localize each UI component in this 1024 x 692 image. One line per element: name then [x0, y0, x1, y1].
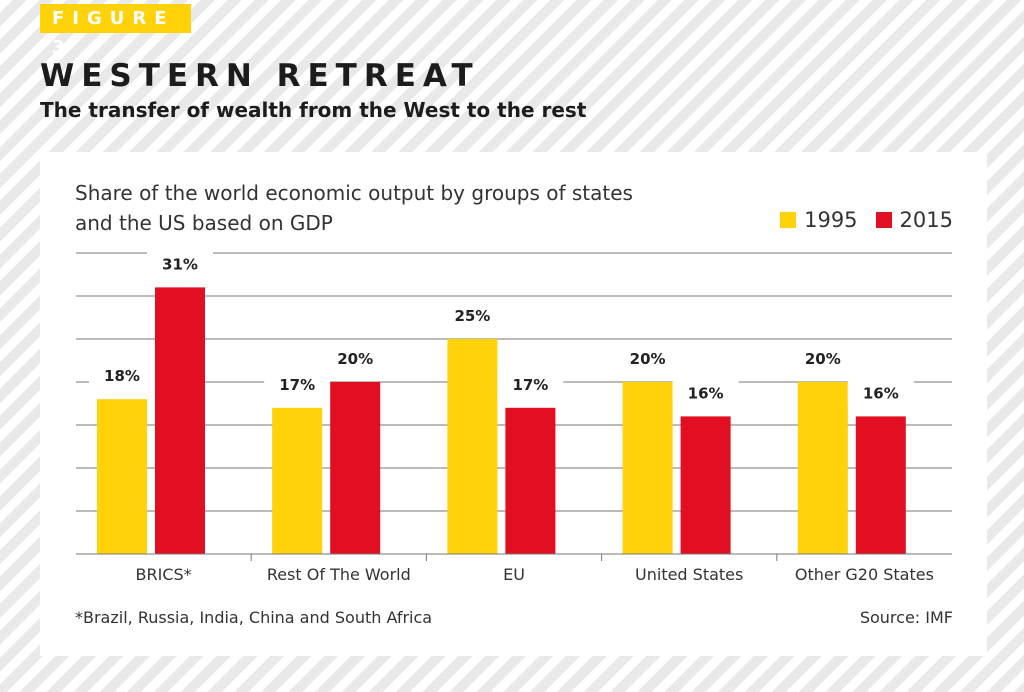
data-label-bg	[147, 251, 213, 274]
bar-2015	[505, 407, 556, 554]
source: Source: IMF	[859, 608, 953, 627]
data-label: 16%	[863, 384, 899, 402]
data-label-bg	[264, 371, 331, 394]
data-label: 16%	[688, 384, 724, 402]
data-label: 20%	[805, 350, 841, 368]
category-label: Rest Of The World	[267, 565, 411, 584]
bar-2015	[855, 416, 906, 554]
footnote: *Brazil, Russia, India, China and South …	[75, 608, 433, 627]
data-label-bg	[789, 346, 856, 368]
data-label-bg	[614, 346, 681, 368]
data-label: 18%	[104, 367, 140, 385]
category-label: EU	[503, 565, 525, 584]
figure-label: FIGURE 3	[40, 4, 191, 58]
bar-1995	[447, 339, 498, 554]
data-label: 17%	[512, 376, 548, 394]
legend-label: 2015	[899, 208, 953, 232]
data-label-bg	[89, 363, 155, 386]
legend: 1995 2015	[780, 208, 953, 232]
chart-title: Share of the world economic output by gr…	[75, 178, 633, 238]
data-label: 17%	[279, 376, 315, 394]
data-label: 20%	[337, 350, 373, 368]
chart-panel: Share of the world economic output by gr…	[40, 152, 987, 656]
subheadline: The transfer of wealth from the West to …	[40, 98, 587, 122]
category-label: BRICS*	[136, 565, 192, 584]
bar-2015	[330, 382, 381, 554]
category-label: United States	[635, 565, 743, 584]
data-label: 25%	[454, 307, 490, 325]
chart-title-line: and the US based on GDP	[75, 211, 333, 235]
bar-2015	[680, 416, 731, 554]
legend-swatch	[780, 212, 797, 228]
category-label: Other G20 States	[795, 565, 934, 584]
data-label-bg	[439, 303, 506, 325]
bar-1995	[797, 382, 848, 554]
bar-chart: BRICS* 18% 31% Rest Of The World 17% 20% EU 25%…	[76, 251, 952, 584]
legend-swatch	[875, 212, 892, 228]
bar-2015	[155, 287, 205, 554]
legend-item-1995: 1995	[780, 208, 858, 232]
headline: WESTERN RETREAT	[40, 58, 480, 94]
data-label: 31%	[162, 255, 198, 273]
bar-1995	[97, 399, 147, 554]
data-label-bg	[847, 380, 914, 403]
chart-title-line: Share of the world economic output by gr…	[75, 181, 633, 205]
bar-1995	[622, 382, 673, 554]
data-label: 20%	[630, 350, 666, 368]
bar-1995	[272, 407, 323, 554]
data-label-bg	[672, 380, 739, 403]
data-label-bg	[497, 371, 564, 394]
legend-item-2015: 2015	[875, 208, 953, 232]
data-label-bg	[322, 346, 389, 368]
legend-label: 1995	[804, 208, 858, 232]
